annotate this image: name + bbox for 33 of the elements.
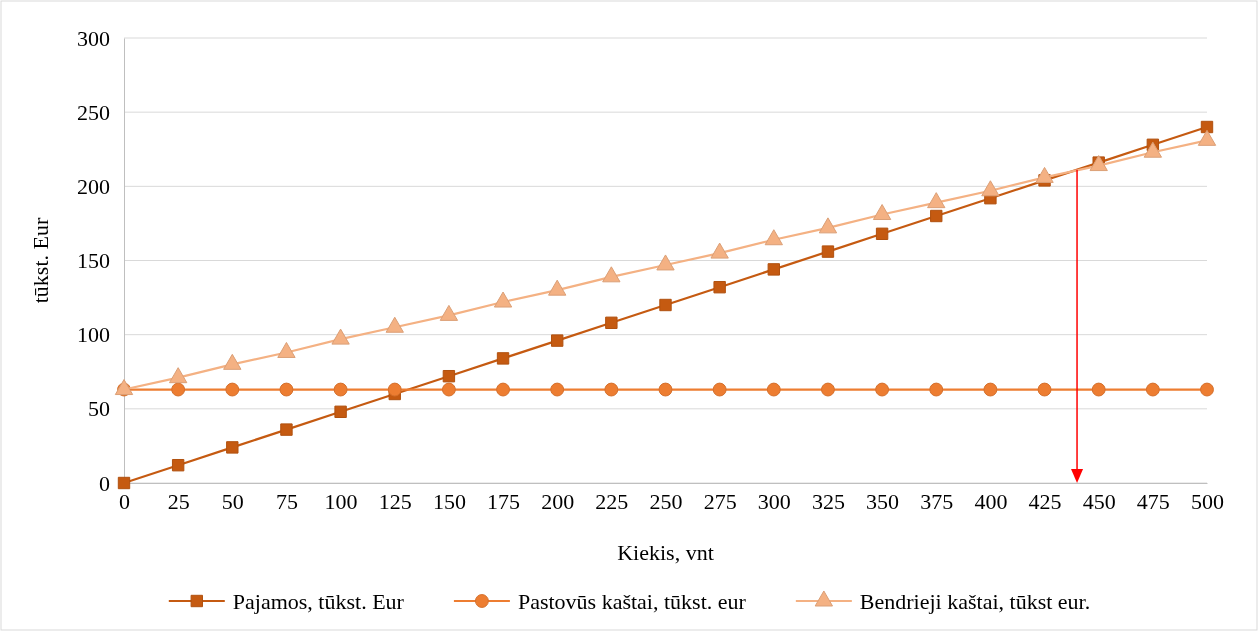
x-tick-label: 125 xyxy=(378,488,412,514)
y-tick-label: 250 xyxy=(77,99,110,125)
x-tick-label: 175 xyxy=(487,488,521,514)
y-tick-label: 300 xyxy=(77,25,110,51)
y-tick-label: 200 xyxy=(77,173,110,199)
y-axis-title: tūkst. Eur xyxy=(28,217,53,304)
x-tick-label: 225 xyxy=(595,488,629,514)
x-tick-label: 250 xyxy=(649,488,683,514)
y-tick-label: 50 xyxy=(88,396,110,422)
x-tick-label: 400 xyxy=(974,488,1008,514)
x-tick-label: 150 xyxy=(432,488,466,514)
x-tick-label: 325 xyxy=(811,488,845,514)
x-tick-label: 25 xyxy=(167,488,190,514)
legend-label: Pastovūs kaštai, tūkst. eur xyxy=(517,589,747,614)
x-tick-label: 450 xyxy=(1082,488,1116,514)
x-tick-label: 350 xyxy=(866,488,900,514)
x-tick-label: 475 xyxy=(1136,488,1170,514)
x-tick-label: 300 xyxy=(757,488,791,514)
legend-label: Bendrieji kaštai, tūkst eur. xyxy=(859,589,1091,614)
y-tick-label: 150 xyxy=(77,248,110,274)
x-tick-label: 50 xyxy=(221,488,244,514)
x-tick-label: 275 xyxy=(703,488,737,514)
x-tick-label: 425 xyxy=(1028,488,1062,514)
y-tick-label: 100 xyxy=(77,322,110,348)
x-axis-title: Kiekis, vnt xyxy=(617,540,714,565)
x-tick-label: 500 xyxy=(1191,488,1224,514)
legend-label: Pajamos, tūkst. Eur xyxy=(232,589,405,614)
x-tick-label: 375 xyxy=(920,488,954,514)
x-tick-label: 200 xyxy=(541,488,575,514)
x-tick-label: 100 xyxy=(324,488,358,514)
x-tick-label: 75 xyxy=(275,488,298,514)
y-tick-label: 0 xyxy=(99,470,110,496)
x-tick-label: 0 xyxy=(119,488,130,514)
